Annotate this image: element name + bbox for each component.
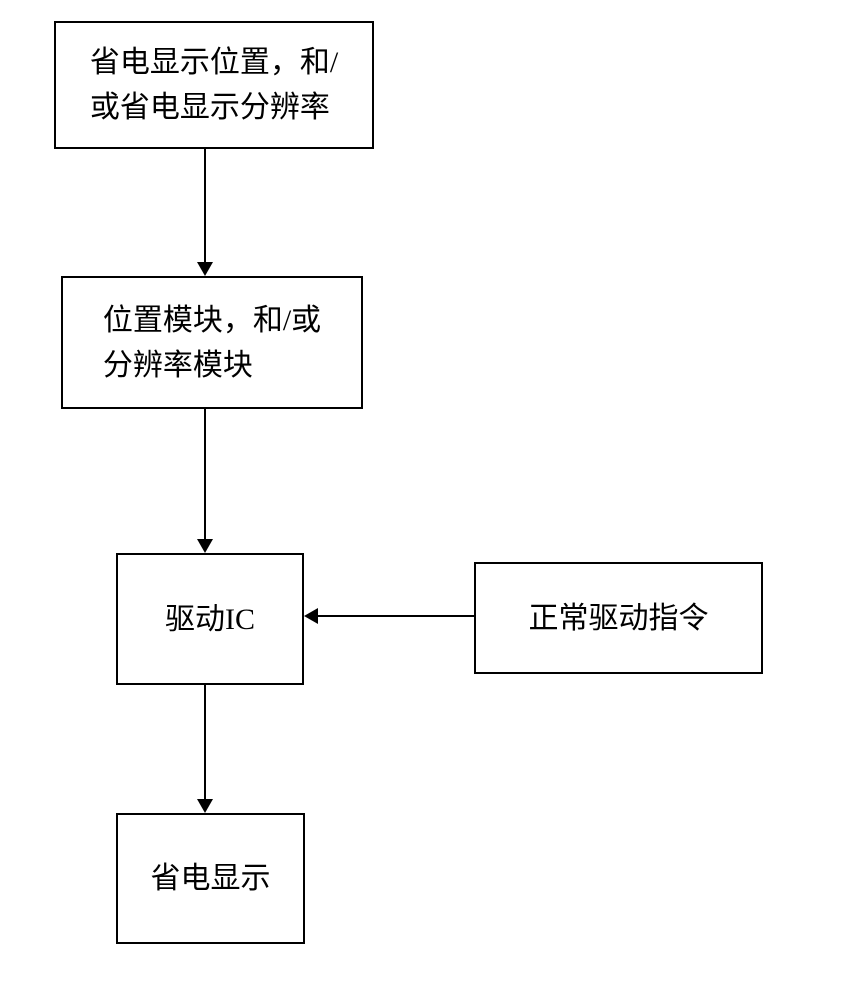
arrow-1-line bbox=[204, 149, 206, 262]
box3-text: 驱动IC bbox=[165, 597, 255, 642]
arrow-2-line bbox=[204, 409, 206, 539]
flowchart-box-normal-command: 正常驱动指令 bbox=[474, 562, 763, 674]
arrow-4-head bbox=[304, 608, 318, 624]
box1-text: 省电显示位置，和/或省电显示分辨率 bbox=[90, 40, 338, 130]
box4-text: 正常驱动指令 bbox=[529, 596, 709, 641]
arrow-3-head bbox=[197, 799, 213, 813]
box5-text: 省电显示 bbox=[151, 856, 271, 901]
flowchart-box-input: 省电显示位置，和/或省电显示分辨率 bbox=[54, 21, 374, 149]
flowchart-box-module: 位置模块，和/或分辨率模块 bbox=[61, 276, 363, 409]
arrow-2-head bbox=[197, 539, 213, 553]
arrow-1-head bbox=[197, 262, 213, 276]
arrow-3-line bbox=[204, 685, 206, 799]
flowchart-box-driver-ic: 驱动IC bbox=[116, 553, 304, 685]
arrow-4-line bbox=[318, 615, 474, 617]
flowchart-box-output: 省电显示 bbox=[116, 813, 305, 944]
box2-text: 位置模块，和/或分辨率模块 bbox=[103, 298, 321, 388]
